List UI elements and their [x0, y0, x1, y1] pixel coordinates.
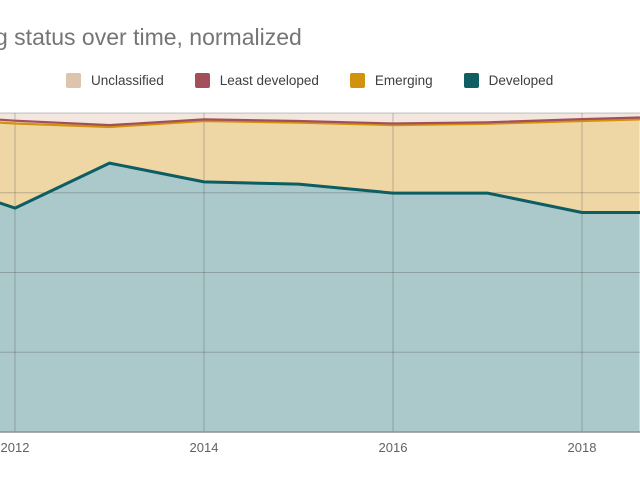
x-axis-label-2014: 2014 [189, 440, 219, 455]
legend-item-least-developed[interactable]: Least developed [194, 72, 319, 88]
legend-label-least-developed: Least developed [219, 72, 319, 88]
legend-label-emerging: Emerging [374, 72, 433, 88]
x-axis-label-2016: 2016 [378, 440, 408, 455]
legend-item-developed[interactable]: Developed [463, 72, 554, 88]
x-axis-label-2012: 2012 [0, 440, 30, 455]
legend-swatch-emerging [349, 72, 365, 88]
legend-item-emerging[interactable]: Emerging [349, 72, 433, 88]
legend: Unclassified Least developed Emerging De… [66, 71, 553, 89]
legend-label-developed: Developed [488, 72, 554, 88]
x-axis-label-2018: 2018 [567, 440, 597, 455]
legend-label-unclassified: Unclassified [91, 72, 164, 88]
legend-swatch-least-developed [194, 72, 210, 88]
chart-title: g status over time, normalized [0, 24, 302, 50]
legend-swatch-developed [463, 72, 479, 88]
legend-swatch-unclassified [66, 72, 81, 88]
legend-item-unclassified[interactable]: Unclassified [66, 72, 164, 88]
